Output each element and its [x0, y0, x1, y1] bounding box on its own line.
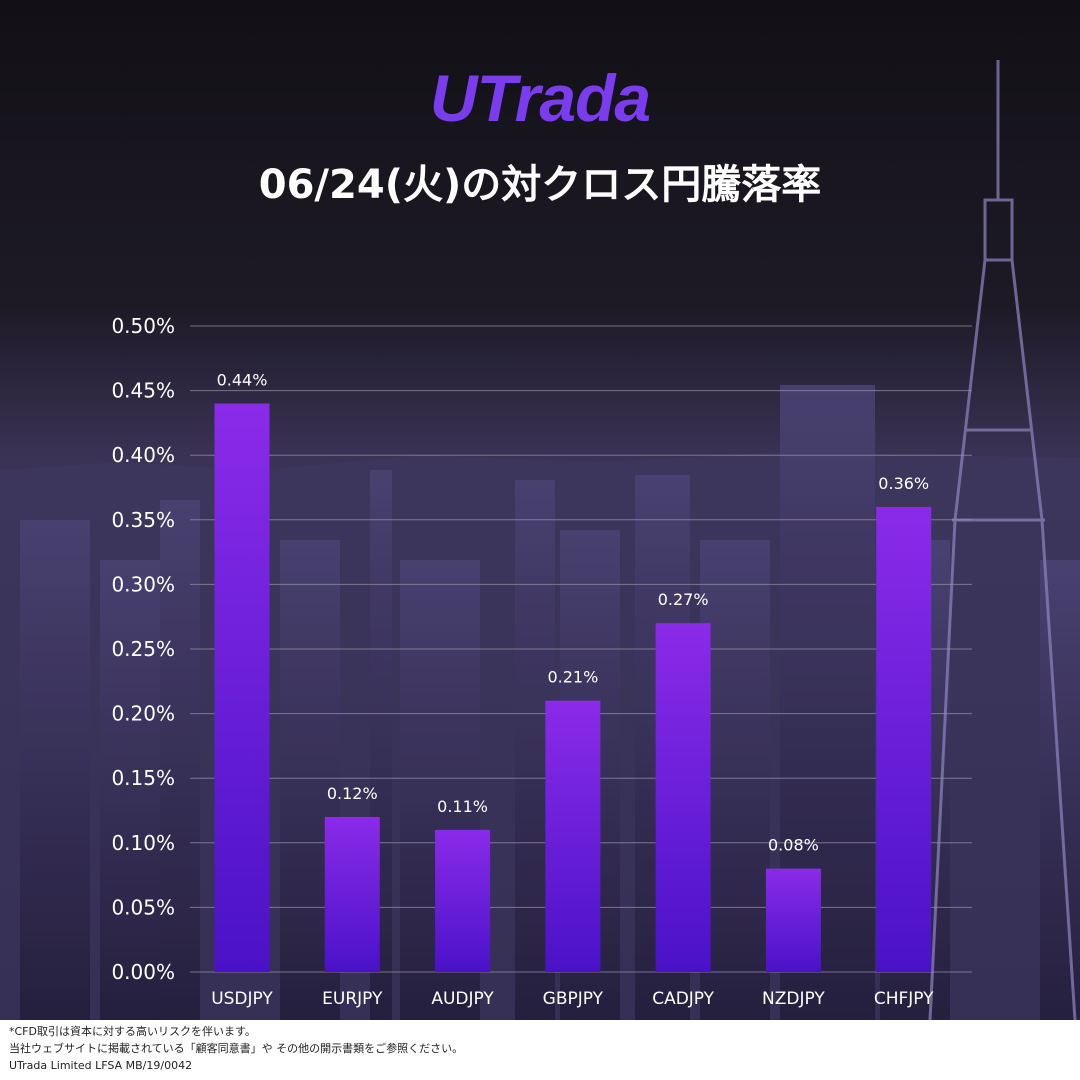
bar-usdjpy: [214, 403, 270, 972]
x-axis-ticks: USDJPY EURJPY AUDJPY GBPJPY CADJPY NZDJPY CHFJ…: [211, 989, 934, 1009]
bar-nzdjpy: [765, 868, 821, 972]
y-tick-label: 0.15%: [111, 766, 175, 790]
utrada-logo: UTrada: [429, 61, 651, 135]
bar-gbpjpy: [545, 700, 601, 972]
x-tick-label-cadjpy: CADJPY: [652, 989, 714, 1009]
data-label-cadjpy: 0.27%: [658, 590, 709, 609]
data-label-nzdjpy: 0.08%: [768, 836, 819, 855]
bar-eurjpy: [324, 816, 380, 972]
data-label-gbpjpy: 0.21%: [547, 668, 598, 687]
data-label-chfjpy: 0.36%: [878, 474, 929, 493]
y-tick-label: 0.25%: [111, 637, 175, 661]
y-tick-label: 0.05%: [111, 895, 175, 919]
risk-warning: *CFD取引は資本に対する高いリスクを伴います。: [9, 1025, 256, 1038]
bar-chfjpy: [876, 506, 932, 972]
bar-chart: 0.00% 0.05% 0.10% 0.15% 0.20% 0.25% 0.30% 0.35%…: [111, 314, 972, 1009]
page-title: 06/24(火)の対クロス円騰落率: [258, 162, 822, 208]
y-tick-label: 0.10%: [111, 831, 175, 855]
data-labels: 0.44% 0.12% 0.11% 0.21% 0.27% 0.08% 0.36%: [217, 371, 930, 855]
data-label-eurjpy: 0.12%: [327, 784, 378, 803]
license-info: UTrada Limited LFSA MB/19/0042: [9, 1059, 193, 1072]
y-tick-label: 0.40%: [111, 443, 175, 467]
x-tick-label-eurjpy: EURJPY: [322, 989, 383, 1009]
y-tick-label: 0.30%: [111, 572, 175, 596]
x-tick-label-chfjpy: CHFJPY: [874, 989, 934, 1009]
bars: [214, 403, 932, 972]
x-tick-label-audjpy: AUDJPY: [431, 989, 494, 1009]
disclosure-notice: 当社ウェブサイトに掲載されている「顧客同意書」や その他の開示書類をご参照くださ…: [9, 1042, 464, 1055]
bar-audjpy: [435, 829, 491, 972]
x-tick-label-gbpjpy: GBPJPY: [543, 989, 604, 1009]
y-tick-label: 0.00%: [111, 960, 175, 984]
y-tick-label: 0.35%: [111, 508, 175, 532]
y-tick-label: 0.20%: [111, 702, 175, 726]
x-tick-label-usdjpy: USDJPY: [211, 989, 273, 1009]
y-tick-label: 0.45%: [111, 379, 175, 403]
disclaimer-footer: *CFD取引は資本に対する高いリスクを伴います。 当社ウェブサイトに掲載されてい…: [0, 1020, 1080, 1080]
bar-cadjpy: [655, 623, 711, 972]
data-label-usdjpy: 0.44%: [217, 371, 268, 390]
data-label-audjpy: 0.11%: [437, 797, 488, 816]
y-axis-ticks: 0.00% 0.05% 0.10% 0.15% 0.20% 0.25% 0.30% 0.35%…: [111, 314, 175, 984]
y-tick-label: 0.50%: [111, 314, 175, 338]
x-tick-label-nzdjpy: NZDJPY: [762, 989, 825, 1009]
